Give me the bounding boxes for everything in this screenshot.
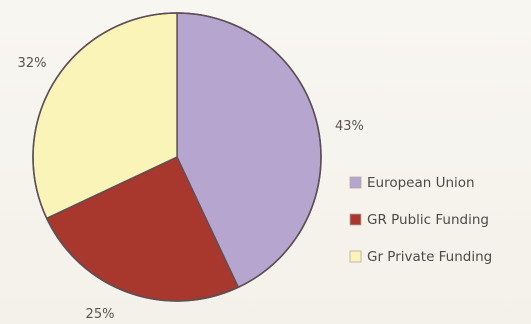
legend-label: Gr Private Funding [367,249,492,265]
legend-swatch [349,250,362,263]
legend-label: GR Public Funding [367,212,489,228]
legend-swatch [349,213,362,226]
legend-label: European Union [367,175,475,191]
slice-value-label: 32% [18,56,47,71]
legend-swatch [349,176,362,189]
slice-value-label: 43% [335,119,364,134]
slice-value-label: 25% [86,307,115,322]
pie-outline [32,12,322,302]
